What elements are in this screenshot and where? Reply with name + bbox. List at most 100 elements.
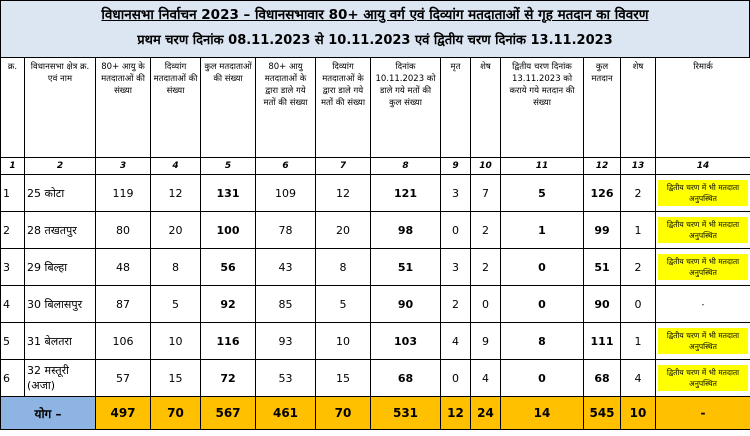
cell: 0 (440, 359, 471, 397)
column-number-row: 1 2 3 4 5 6 7 8 9 10 11 12 13 14 (0, 157, 750, 175)
cell: 2 (620, 174, 656, 212)
remark-cell: द्वितीय चरण में भी मतदाता अनुपस्थित (655, 248, 750, 286)
column-header: द्वितीय चरण दिनांक 13.11.2023 को कराये ग… (500, 57, 584, 158)
cell: 12 (150, 174, 201, 212)
cell: 106 (95, 322, 151, 360)
cell: 116 (200, 322, 256, 360)
data-row: 6 32 मस्तूरी (अजा) 57 15 72 53 15 68 0 4 0 68 4 द्वित… (0, 359, 750, 397)
column-header: क्र. (0, 57, 25, 158)
column-number: 14 (655, 157, 750, 175)
remark: द्वितीय चरण में भी मतदाता अनुपस्थित (658, 365, 748, 391)
cell: 68 (370, 359, 441, 397)
cell: 87 (95, 285, 151, 323)
cell: 121 (370, 174, 441, 212)
cell: 72 (200, 359, 256, 397)
cell: 100 (200, 211, 256, 249)
column-header: मृत (440, 57, 471, 158)
header-row: क्र. विधानसभा क्षेत्र क्र. एवं नाम 80+ आयु… (0, 57, 750, 158)
remark: द्वितीय चरण में भी मतदाता अनुपस्थित (658, 180, 748, 206)
data-row: 4 30 बिलासपुर 87 5 92 85 5 90 2 0 0 90 0- (0, 285, 750, 323)
column-number: 1 (0, 157, 25, 175)
column-header: शेष (620, 57, 656, 158)
remark: द्वितीय चरण में भी मतदाता अनुपस्थित (658, 217, 748, 243)
cell: 7 (470, 174, 501, 212)
cell: 43 (255, 248, 316, 286)
cell: 9 (470, 322, 501, 360)
cell: 2 (440, 285, 471, 323)
total-cell: 545 (583, 396, 621, 430)
column-number: 13 (620, 157, 656, 175)
cell: 1 (500, 211, 584, 249)
column-header: 80+ आयु के मतदाताओं की संख्या (95, 57, 151, 158)
table: क्र. विधानसभा क्षेत्र क्र. एवं नाम 80+ आयु… (0, 57, 750, 430)
column-number: 10 (470, 157, 501, 175)
column-number: 9 (440, 157, 471, 175)
remark: - (658, 296, 748, 312)
total-cell: 461 (255, 396, 316, 430)
cell: 90 (370, 285, 441, 323)
total-cell: 70 (150, 396, 201, 430)
cell: 99 (583, 211, 621, 249)
cell: 51 (370, 248, 441, 286)
column-header: शेष (470, 57, 501, 158)
total-cell: 12 (440, 396, 471, 430)
cell: 53 (255, 359, 316, 397)
cell: 20 (150, 211, 201, 249)
cell: 2 (620, 248, 656, 286)
column-header: कुल मतदान (583, 57, 621, 158)
cell: 5 (315, 285, 371, 323)
remark-cell: द्वितीय चरण में भी मतदाता अनुपस्थित (655, 211, 750, 249)
cell: 131 (200, 174, 256, 212)
column-number: 4 (150, 157, 201, 175)
constituency: 30 बिलासपुर (24, 285, 96, 323)
remark-cell: द्वितीय चरण में भी मतदाता अनुपस्थित (655, 174, 750, 212)
cell: 68 (583, 359, 621, 397)
column-number: 8 (370, 157, 441, 175)
cell: 51 (583, 248, 621, 286)
cell: 0 (500, 359, 584, 397)
column-header: दिव्यांग मतदाताओं के द्वारा डाले गये मतो… (315, 57, 371, 158)
cell: 3 (440, 174, 471, 212)
cell: 78 (255, 211, 316, 249)
column-header: दिनांक 10.11.2023 को डाले गये मतों की कु… (370, 57, 441, 158)
column-header: रिमार्क (655, 57, 750, 158)
cell: 20 (315, 211, 371, 249)
cell: 15 (315, 359, 371, 397)
cell: 4 (620, 359, 656, 397)
cell: 80 (95, 211, 151, 249)
cell: 109 (255, 174, 316, 212)
data-row: 5 31 बेलतरा 106 10 116 93 10 103 4 9 8 111 1 द्वितीय … (0, 322, 750, 360)
remark-cell: द्वितीय चरण में भी मतदाता अनुपस्थित (655, 322, 750, 360)
column-number: 5 (200, 157, 256, 175)
constituency: 31 बेलतरा (24, 322, 96, 360)
remark: द्वितीय चरण में भी मतदाता अनुपस्थित (658, 328, 748, 354)
total-cell: - (655, 396, 750, 430)
cell: 1 (0, 174, 25, 212)
column-header: दिव्यांग मतदाताओं की संख्या (150, 57, 201, 158)
cell: 85 (255, 285, 316, 323)
cell: 15 (150, 359, 201, 397)
cell: 1 (620, 211, 656, 249)
constituency: 25 कोटा (24, 174, 96, 212)
total-cell: 531 (370, 396, 441, 430)
cell: 8 (315, 248, 371, 286)
cell: 0 (440, 211, 471, 249)
cell: 0 (500, 285, 584, 323)
cell: 5 (150, 285, 201, 323)
remark: द्वितीय चरण में भी मतदाता अनुपस्थित (658, 254, 748, 280)
column-number: 6 (255, 157, 316, 175)
column-header: 80+ आयु मतदाताओं के द्वारा डाले गये मतों… (255, 57, 316, 158)
cell: 2 (0, 211, 25, 249)
data-row: 2 28 तखतपुर 80 20 100 78 20 98 0 2 1 99 1 द्वितीय चरण… (0, 211, 750, 249)
total-cell: 24 (470, 396, 501, 430)
cell: 0 (470, 285, 501, 323)
total-row: योग –497 70 567 461 70 531 12 24 14 545 10- (0, 396, 750, 430)
column-header: कुल मतदाताओं की संख्या (200, 57, 256, 158)
cell: 103 (370, 322, 441, 360)
cell: 57 (95, 359, 151, 397)
title-band: विधानसभा निर्वाचन 2023 – विधानसभावार 80+… (0, 0, 750, 57)
cell: 2 (470, 248, 501, 286)
data-row: 1 25 कोटा 119 12 131 109 12 121 3 7 5 126 2 द्वितीय च… (0, 174, 750, 212)
cell: 126 (583, 174, 621, 212)
cell: 10 (150, 322, 201, 360)
